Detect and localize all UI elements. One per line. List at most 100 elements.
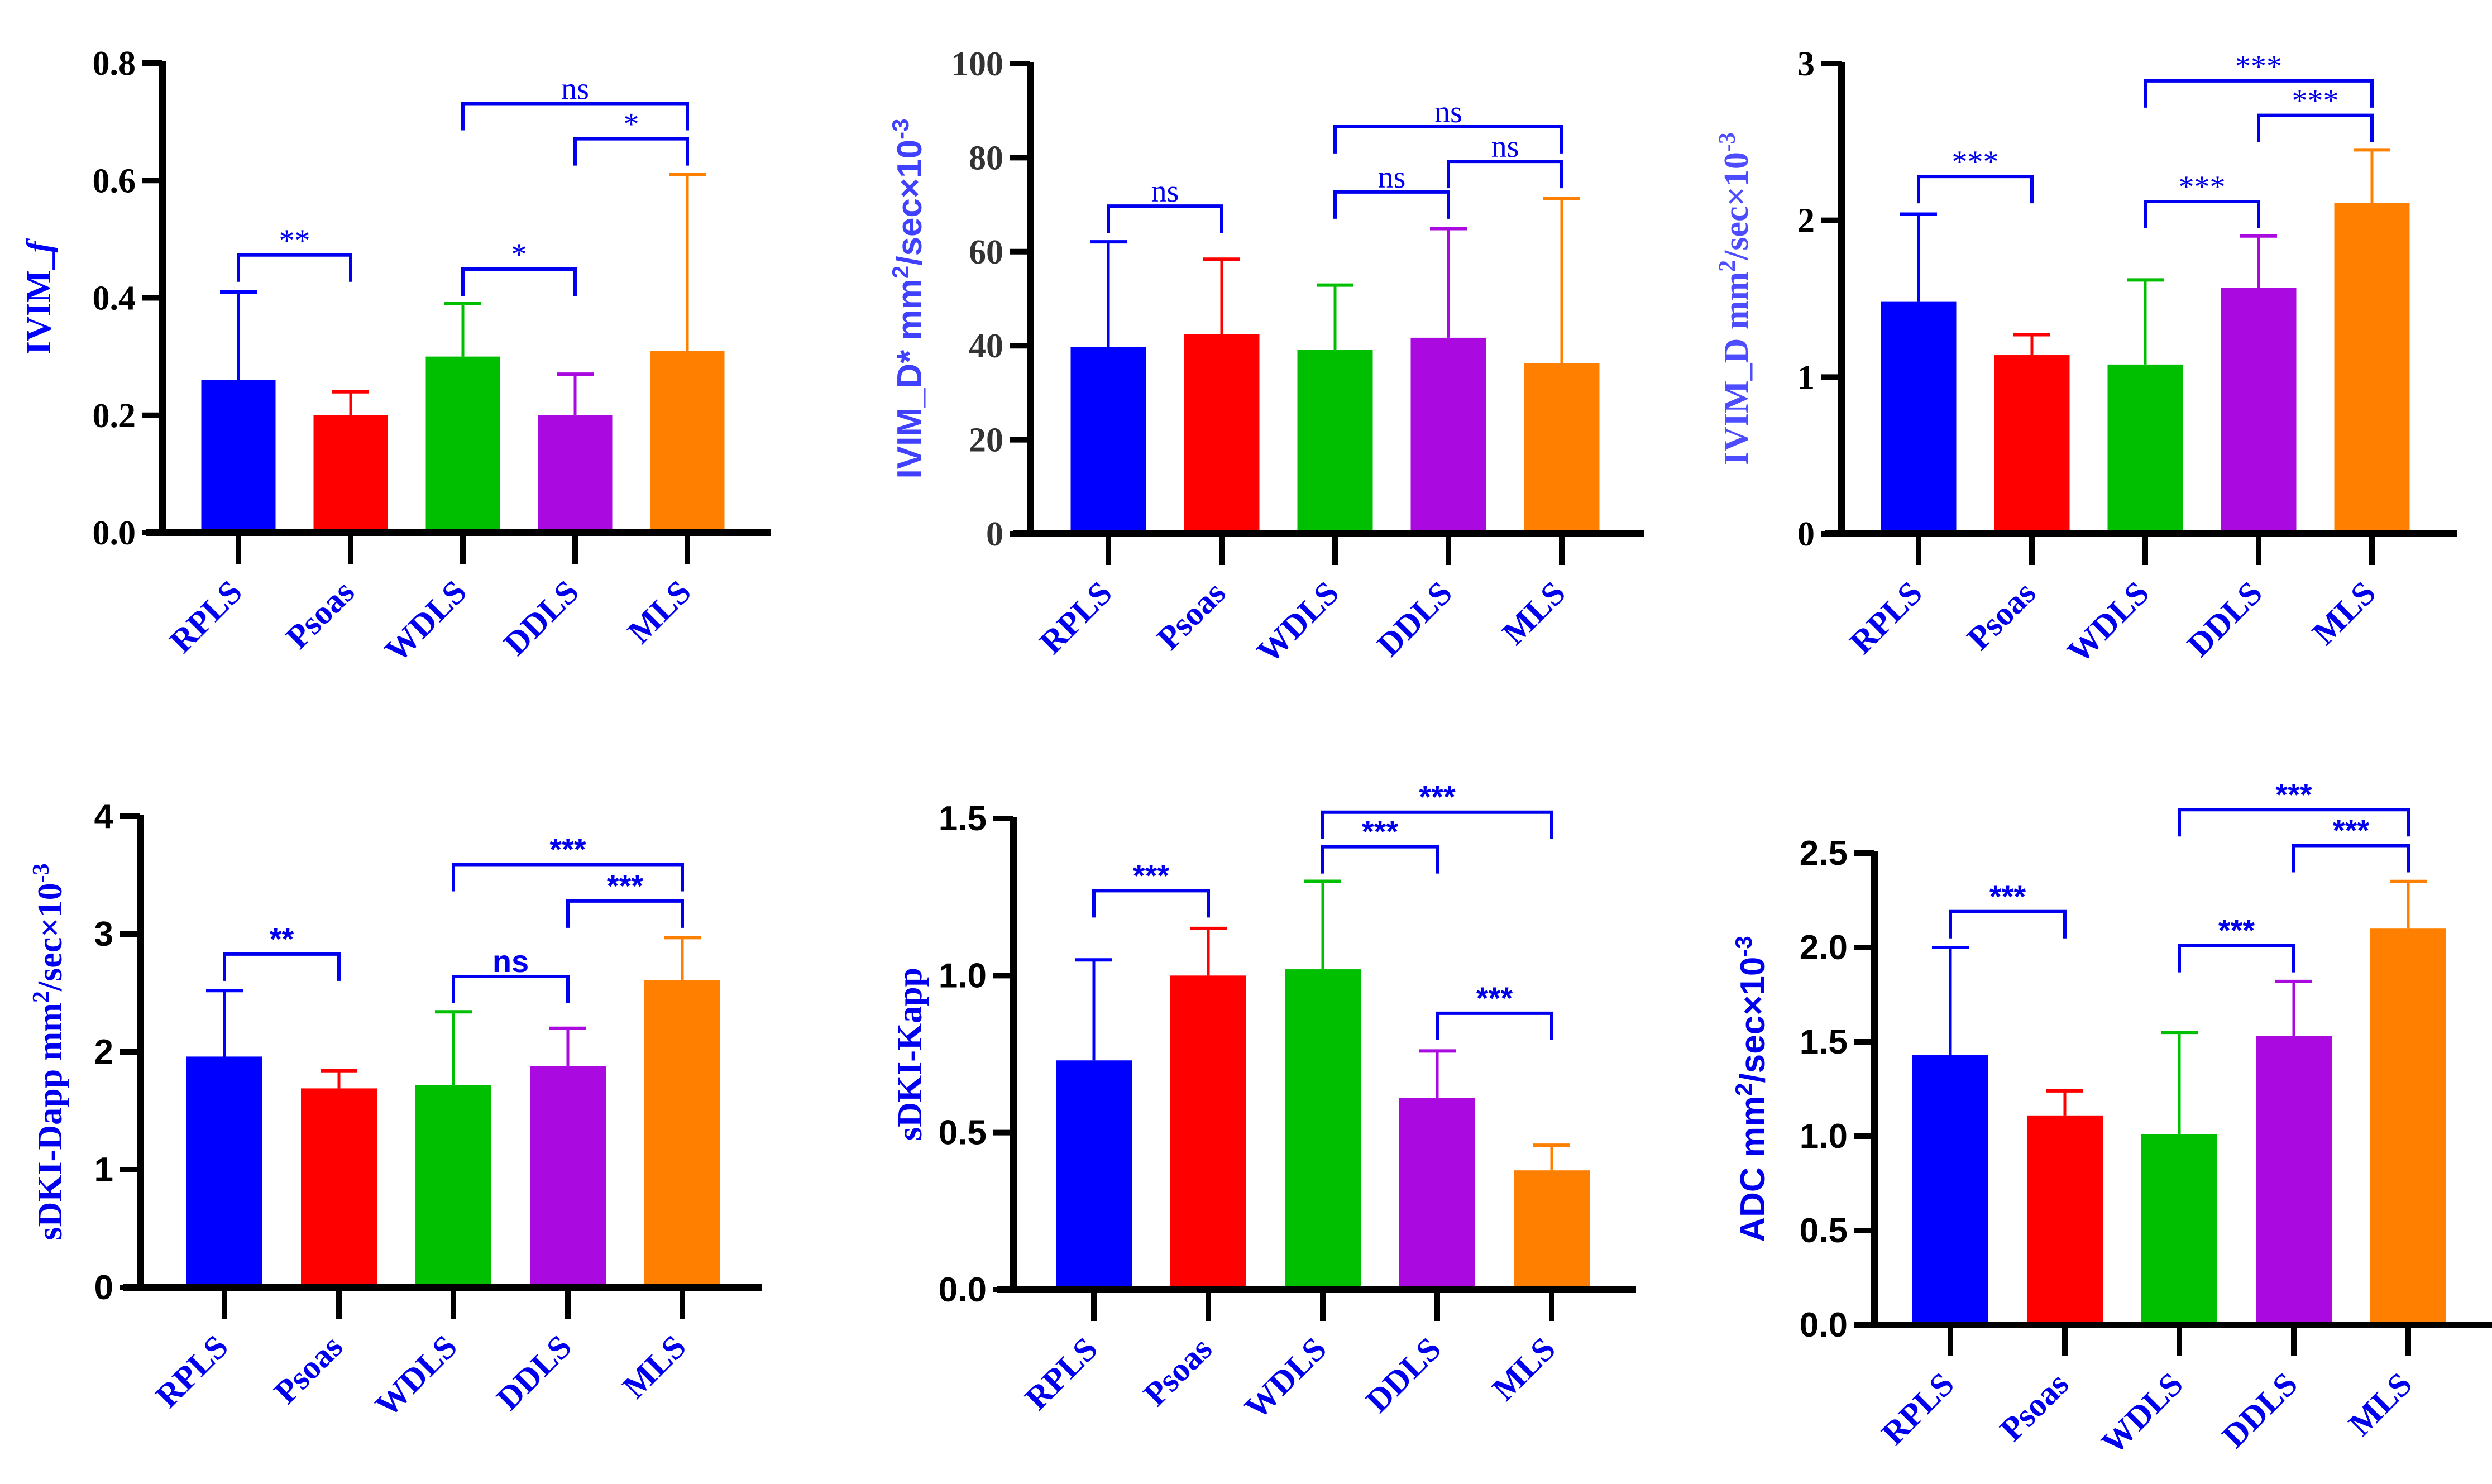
bar-mls (1524, 363, 1600, 534)
y-tick-label: 0.2 (93, 397, 136, 435)
bar-mls (644, 980, 720, 1287)
significance-bracket (1436, 1011, 1553, 1040)
bar-ddls (538, 415, 613, 533)
y-axis-label-part: sDKI-Dapp mm (31, 1003, 69, 1240)
significance-label: ** (279, 223, 310, 258)
bar-rpls (186, 1056, 262, 1287)
x-tick-label: DDLS (2180, 575, 2269, 664)
y-axis-label-part: -3 (28, 863, 54, 883)
x-tick-label: DDLS (1359, 1330, 1448, 1420)
significance-label: *** (1362, 814, 1399, 849)
bar-mls (650, 351, 725, 533)
y-axis-label-part: /sec×10 (1734, 957, 1772, 1083)
significance-label: * (624, 107, 639, 142)
y-tick-label: 1.5 (1800, 1023, 1848, 1061)
significance-bracket (1092, 889, 1210, 918)
y-axis-label-part: 2 (1730, 1083, 1757, 1096)
significance-label: ns (1378, 160, 1406, 195)
bar-rpls (1881, 301, 1957, 534)
y-axis-label-part: sDKI-Kapp (891, 968, 929, 1141)
y-axis-label: IVIM_f (20, 238, 58, 355)
significance-label: *** (2275, 777, 2312, 812)
y-tick-label: 1.0 (1800, 1117, 1848, 1156)
significance-label: *** (2235, 49, 2282, 84)
bar-mls (1514, 1170, 1590, 1290)
panel-adc: 0.0 0.5 1.0 1.5 2.0 2.5 RPLS Psoas WDLS DDLS MLS AD… (1730, 777, 2492, 1461)
significance-bracket (1321, 845, 1439, 874)
bar-ddls (2221, 288, 2297, 534)
y-tick-label: 0 (94, 1268, 113, 1307)
x-tick-label: MLS (621, 573, 699, 651)
x-tick-label: MLS (1495, 575, 1573, 652)
x-tick-label: Psoas (1150, 575, 1232, 657)
x-tick-label: Psoas (1960, 575, 2043, 657)
significance-label: *** (1419, 779, 1456, 815)
y-axis-label-part: /sec×10 (891, 140, 929, 266)
significance-bracket (223, 952, 341, 981)
significance-bracket (1447, 160, 1563, 189)
x-tick-label: WDLS (1238, 1330, 1334, 1426)
x-tick-label: RPLS (1843, 575, 1929, 661)
y-tick-label: 0 (986, 515, 1003, 553)
y-tick-label: 2.0 (1800, 928, 1848, 967)
y-tick-label: 40 (969, 327, 1003, 365)
bar-rpls (1070, 347, 1146, 534)
bar-wdls (2141, 1134, 2217, 1325)
significance-bracket (2292, 844, 2410, 873)
significance-label: ns (1491, 130, 1519, 164)
panel-ivim-dstar: 0 20 40 60 80 100 RPLS Psoas WDLS DDLS MLS IVIM_D* … (887, 45, 1644, 671)
y-tick-label: 0 (1797, 515, 1815, 553)
y-tick-label: 80 (969, 139, 1003, 177)
bar-psoas (313, 415, 388, 533)
bar-psoas (1184, 334, 1260, 534)
bar-psoas (2027, 1115, 2103, 1325)
y-axis-label-part: IVIM_D* mm (891, 279, 929, 478)
y-axis-label: IVIM_D mm2/sec×10-3 (1715, 132, 1756, 465)
significance-bracket (1333, 125, 1563, 154)
x-tick-label: WDLS (369, 1328, 465, 1424)
y-axis-label-part: IVIM_ (20, 252, 58, 355)
x-tick-label: MLS (616, 1328, 693, 1406)
y-tick-label: 20 (969, 422, 1003, 459)
y-axis-label-part: /sec×10 (1718, 152, 1756, 261)
x-tick-label: RPLS (162, 573, 249, 660)
y-axis-label: ADC mm2/sec×10-3 (1730, 936, 1773, 1242)
y-axis-label-part: ADC mm (1734, 1096, 1772, 1242)
significance-bracket (566, 899, 684, 928)
significance-label: *** (2218, 913, 2255, 948)
y-axis-label-part: 2 (28, 991, 54, 1003)
significance-label: ns (561, 72, 589, 107)
significance-bracket (2144, 79, 2374, 108)
bar-psoas (301, 1088, 377, 1287)
significance-label: * (511, 237, 527, 272)
bar-ddls (2256, 1036, 2332, 1325)
bar-wdls (2107, 364, 2183, 534)
significance-bracket (1917, 175, 2034, 204)
significance-label: ns (492, 944, 529, 979)
y-tick-label: 0.4 (93, 280, 136, 318)
significance-label: *** (1989, 879, 2026, 914)
panel-sdki-kapp: 0.0 0.5 1.0 1.5 RPLS Psoas WDLS DDLS MLS sDKI-Kap… (891, 779, 1636, 1426)
significance-label: *** (1952, 145, 1999, 179)
bar-ddls (1410, 337, 1486, 534)
significance-bracket (452, 974, 570, 1003)
y-tick-label: 2 (94, 1033, 113, 1071)
bar-rpls (201, 380, 276, 533)
y-tick-label: 3 (1797, 45, 1815, 83)
significance-label: *** (607, 868, 644, 903)
y-axis-label-part: -3 (1715, 132, 1740, 152)
y-tick-label: 3 (94, 915, 113, 954)
significance-bracket (461, 267, 577, 296)
x-tick-label: MLS (2342, 1366, 2419, 1443)
significance-bracket (1333, 190, 1450, 219)
x-tick-label: RPLS (1874, 1366, 1961, 1452)
x-tick-label: Psoas (1136, 1330, 1219, 1413)
x-tick-label: DDLS (496, 573, 586, 663)
significance-bracket (461, 102, 689, 131)
y-axis-label-part: IVIM_D mm (1718, 272, 1756, 465)
significance-label: *** (2179, 170, 2226, 204)
y-axis-label-part: /sec×10 (31, 883, 69, 992)
significance-label: ns (1434, 95, 1462, 130)
x-tick-label: WDLS (1250, 575, 1346, 671)
y-tick-label: 1 (1797, 358, 1815, 396)
